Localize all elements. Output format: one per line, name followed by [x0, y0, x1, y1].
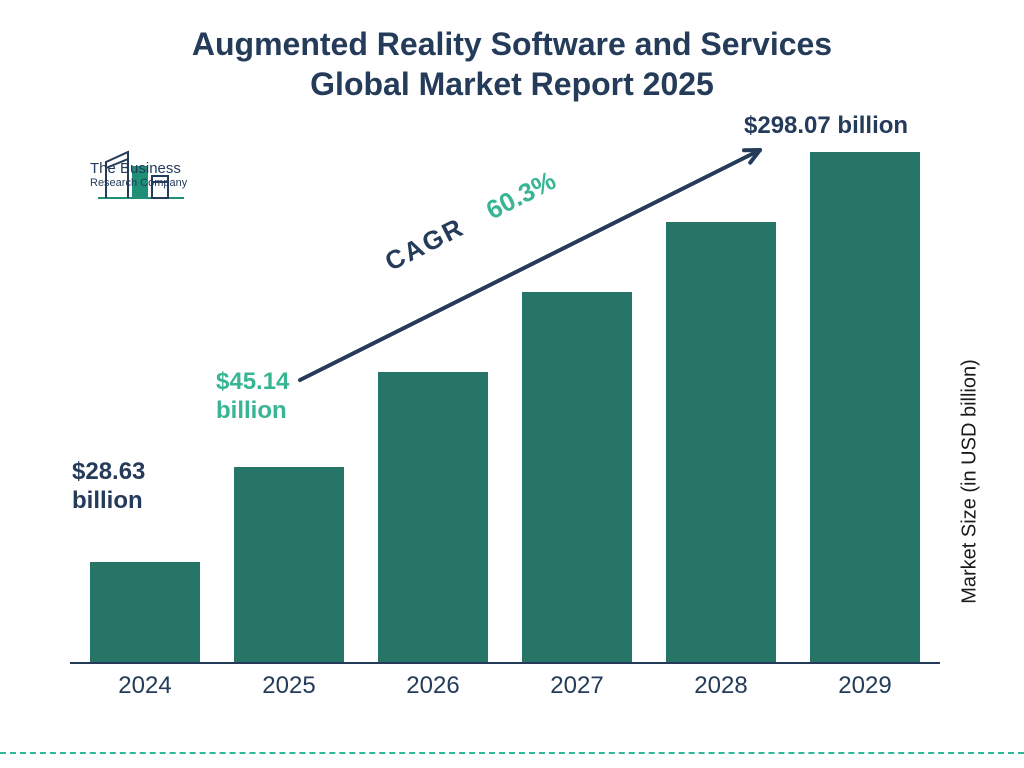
x-label-2026: 2026 — [368, 672, 498, 700]
x-label-2028: 2028 — [656, 672, 786, 700]
bar-2025 — [234, 467, 344, 662]
value-label-0: $28.63billion — [72, 458, 202, 516]
bar-2026 — [378, 372, 488, 662]
growth-arrow-icon — [280, 130, 780, 400]
bar-2024 — [90, 562, 200, 662]
y-axis-label: Market Size (in USD billion) — [959, 322, 982, 642]
x-label-2025: 2025 — [224, 672, 354, 700]
x-label-2024: 2024 — [80, 672, 210, 700]
chart-baseline — [70, 662, 940, 664]
footer-dashed-line — [0, 752, 1024, 754]
bar-2029 — [810, 152, 920, 662]
x-label-2029: 2029 — [800, 672, 930, 700]
page-root: Augmented Reality Software and ServicesG… — [0, 0, 1024, 768]
x-label-2027: 2027 — [512, 672, 642, 700]
